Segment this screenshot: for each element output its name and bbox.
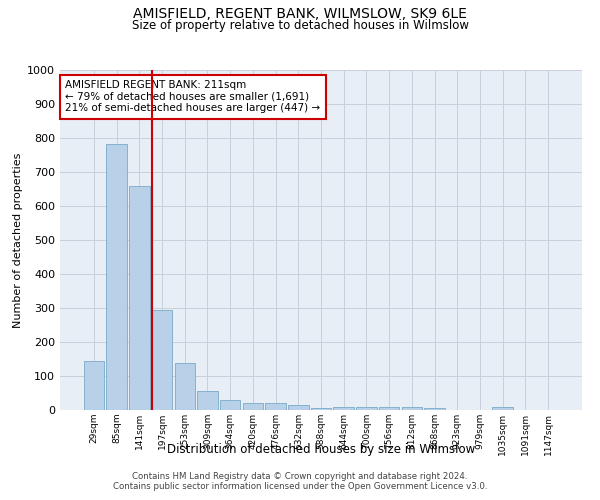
Y-axis label: Number of detached properties: Number of detached properties xyxy=(13,152,23,328)
Bar xyxy=(401,406,422,410)
Bar xyxy=(84,362,104,410)
Bar xyxy=(220,400,241,410)
Bar xyxy=(356,406,377,410)
Text: Contains public sector information licensed under the Open Government Licence v3: Contains public sector information licen… xyxy=(113,482,487,491)
Text: AMISFIELD REGENT BANK: 211sqm
← 79% of detached houses are smaller (1,691)
21% o: AMISFIELD REGENT BANK: 211sqm ← 79% of d… xyxy=(65,80,320,114)
Bar xyxy=(152,310,172,410)
Bar xyxy=(311,408,331,410)
Bar xyxy=(197,392,218,410)
Text: Size of property relative to detached houses in Wilmslow: Size of property relative to detached ho… xyxy=(131,18,469,32)
Bar xyxy=(334,406,354,410)
Bar xyxy=(424,408,445,410)
Text: AMISFIELD, REGENT BANK, WILMSLOW, SK9 6LE: AMISFIELD, REGENT BANK, WILMSLOW, SK9 6L… xyxy=(133,8,467,22)
Text: Distribution of detached houses by size in Wilmslow: Distribution of detached houses by size … xyxy=(167,442,475,456)
Bar xyxy=(175,364,195,410)
Bar xyxy=(379,406,400,410)
Bar xyxy=(288,405,308,410)
Bar xyxy=(265,403,286,410)
Bar xyxy=(106,144,127,410)
Bar xyxy=(493,406,513,410)
Bar xyxy=(242,403,263,410)
Bar xyxy=(129,186,149,410)
Text: Contains HM Land Registry data © Crown copyright and database right 2024.: Contains HM Land Registry data © Crown c… xyxy=(132,472,468,481)
